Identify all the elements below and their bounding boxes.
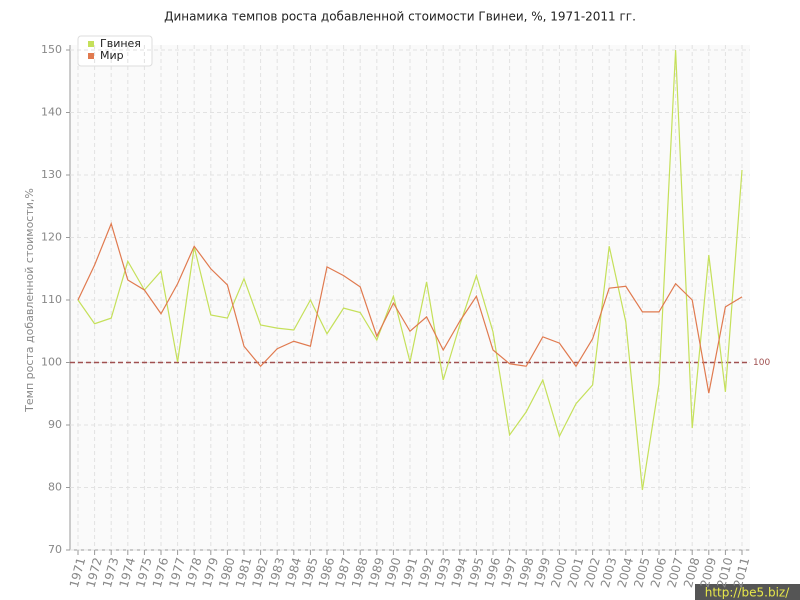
y-axis-label: Темп роста добавленной стоимости,%: [23, 188, 36, 413]
series-line: [77, 49, 743, 491]
legend-swatch: [88, 41, 94, 47]
watermark: http://be5.biz/: [705, 586, 790, 600]
legend-label: Гвинея: [100, 37, 141, 50]
series-line: [77, 221, 743, 394]
y-tick-label: 110: [41, 293, 62, 306]
y-tick-label: 150: [41, 43, 62, 56]
y-tick-label: 90: [48, 418, 62, 431]
chart-title: Динамика темпов роста добавленной стоимо…: [164, 10, 636, 24]
y-tick-label: 140: [41, 106, 62, 119]
legend-swatch: [88, 53, 94, 59]
watermark-bg: [695, 584, 800, 600]
y-tick-label: 80: [48, 481, 62, 494]
y-tick-label: 130: [41, 168, 62, 181]
reference-label: 100: [753, 358, 770, 368]
legend-label: Мир: [100, 49, 124, 62]
y-tick-label: 70: [48, 543, 62, 556]
y-tick-label: 120: [41, 231, 62, 244]
legend-box: [77, 35, 153, 67]
y-tick-label: 100: [41, 356, 62, 369]
